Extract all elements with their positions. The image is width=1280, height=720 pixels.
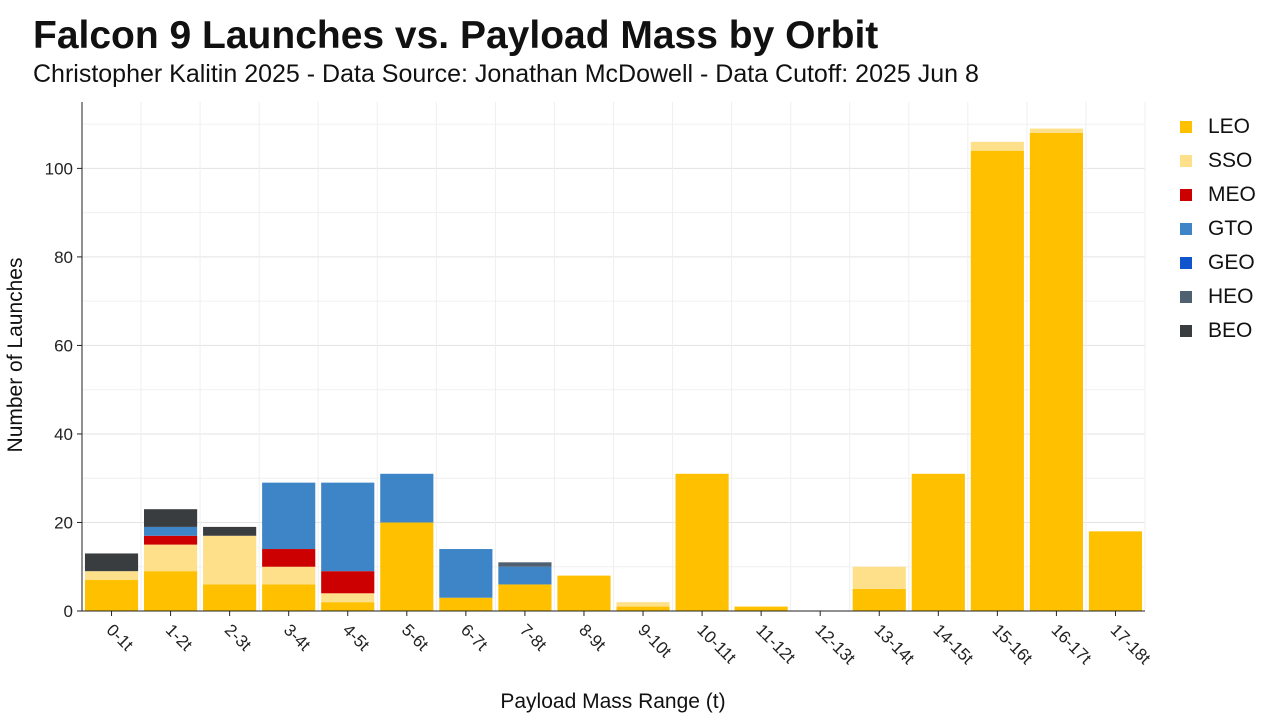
legend-label: MEO (1208, 183, 1256, 206)
bar-sso-0-1t (84, 571, 139, 581)
y-tick-label: 20 (54, 513, 73, 532)
bar-leo-13-14t (852, 588, 906, 611)
x-tick-label: 8-9t (575, 620, 609, 654)
x-tick-label: 4-5t (339, 620, 373, 654)
bar-sso-13-14t (852, 566, 906, 589)
bar-leo-15-16t (970, 150, 1024, 611)
legend-label: HEO (1208, 285, 1254, 308)
x-tick-label: 14-15t (929, 620, 977, 668)
chart-subtitle: Christopher Kalitin 2025 - Data Source: … (33, 60, 979, 88)
bar-leo-16-17t (1029, 132, 1083, 611)
legend-swatch (1180, 325, 1192, 337)
x-tick-label: 11-12t (752, 620, 799, 667)
legend-label: GTO (1208, 217, 1254, 240)
bar-leo-9-10t (616, 606, 670, 611)
bar-sso-4-5t (321, 593, 375, 603)
bar-meo-4-5t (321, 571, 375, 594)
x-tick-label: 10-11t (693, 620, 740, 667)
legend-swatch (1180, 155, 1192, 167)
bar-leo-1-2t (144, 571, 198, 611)
axes (77, 102, 1145, 616)
bar-leo-0-1t (84, 580, 139, 611)
x-tick-label: 17-18t (1107, 620, 1155, 668)
bar-beo-1-2t (144, 509, 198, 527)
x-tick-label: 16-17t (1048, 620, 1096, 668)
x-tick-label: 5-6t (398, 620, 432, 654)
bar-sso-1-2t (144, 544, 198, 572)
bar-beo-2-3t (203, 526, 257, 536)
legend-swatch (1180, 257, 1192, 269)
bar-gto-7-8t (498, 566, 552, 585)
chart-title: Falcon 9 Launches vs. Payload Mass by Or… (33, 14, 879, 57)
bar-meo-1-2t (144, 535, 198, 545)
y-tick-labels: 0 20 40 60 80 100 (45, 159, 73, 621)
bar-leo-14-15t (911, 473, 965, 611)
x-tick-label: 1-2t (162, 620, 196, 654)
bar-sso-3-4t (262, 566, 316, 585)
bar-sso-16-17t (1029, 128, 1083, 133)
legend-item-heo[interactable]: HEO (1180, 280, 1256, 314)
bar-leo-7-8t (498, 584, 552, 611)
legend-label: BEO (1208, 319, 1253, 342)
bar-leo-2-3t (203, 584, 257, 611)
bar-gto-3-4t (262, 482, 316, 550)
legend-label: GEO (1208, 251, 1255, 274)
bar-leo-6-7t (439, 597, 493, 611)
y-tick-label: 0 (64, 602, 73, 621)
bar-leo-3-4t (262, 584, 316, 611)
x-tick-label: 7-8t (516, 620, 550, 654)
x-axis-label: Payload Mass Range (t) (500, 690, 725, 713)
bars (84, 128, 1143, 611)
legend-item-meo[interactable]: MEO (1180, 178, 1256, 212)
legend-swatch (1180, 223, 1192, 235)
x-tick-label: 2-3t (221, 620, 255, 654)
y-tick-label: 60 (54, 336, 73, 355)
y-tick-label: 80 (54, 248, 73, 267)
legend-item-leo[interactable]: LEO (1180, 110, 1256, 144)
x-tick-label: 13-14t (870, 620, 918, 668)
bar-sso-9-10t (616, 602, 670, 607)
x-tick-label: 0-1t (103, 620, 137, 654)
bar-leo-10-11t (675, 473, 729, 611)
y-axis-label: Number of Launches (4, 258, 27, 453)
legend-item-geo[interactable]: GEO (1180, 246, 1256, 280)
legend-item-gto[interactable]: GTO (1180, 212, 1256, 246)
y-tick-label: 40 (54, 425, 73, 444)
legend: LEO SSO MEO GTO GEO HEO BEO (1180, 110, 1256, 348)
bar-leo-11-12t (734, 606, 788, 611)
bar-gto-6-7t (439, 549, 493, 598)
legend-item-beo[interactable]: BEO (1180, 314, 1256, 348)
x-tick-label: 6-7t (457, 620, 491, 654)
bar-sso-2-3t (203, 535, 257, 585)
x-tick-label: 15-16t (989, 620, 1037, 668)
bar-leo-5-6t (380, 522, 434, 611)
bar-gto-1-2t (144, 526, 198, 536)
x-tick-label: 3-4t (280, 620, 314, 654)
bar-gto-5-6t (380, 473, 434, 523)
bar-beo-0-1t (84, 553, 139, 572)
legend-swatch (1180, 121, 1192, 133)
legend-label: LEO (1208, 115, 1251, 138)
bar-leo-8-9t (557, 575, 611, 611)
y-tick-label: 100 (45, 159, 73, 178)
legend-swatch (1180, 291, 1192, 303)
bar-sso-15-16t (970, 141, 1024, 151)
legend-item-sso[interactable]: SSO (1180, 144, 1256, 178)
x-tick-label: 9-10t (634, 620, 675, 661)
legend-swatch (1180, 189, 1192, 201)
bar-meo-3-4t (262, 549, 316, 567)
bar-leo-17-18t (1088, 531, 1143, 611)
legend-label: SSO (1208, 149, 1253, 172)
bar-leo-4-5t (321, 602, 375, 611)
bar-heo-7-8t (498, 562, 552, 567)
grid-lines (81, 102, 1146, 612)
bar-gto-4-5t (321, 482, 375, 572)
x-tick-labels: 0-1t 1-2t 2-3t 3-4t 4-5t 5-6t 6-7t 7-8t 8-9t 9-10… (103, 620, 1155, 668)
x-tick-label: 12-13t (811, 620, 859, 668)
